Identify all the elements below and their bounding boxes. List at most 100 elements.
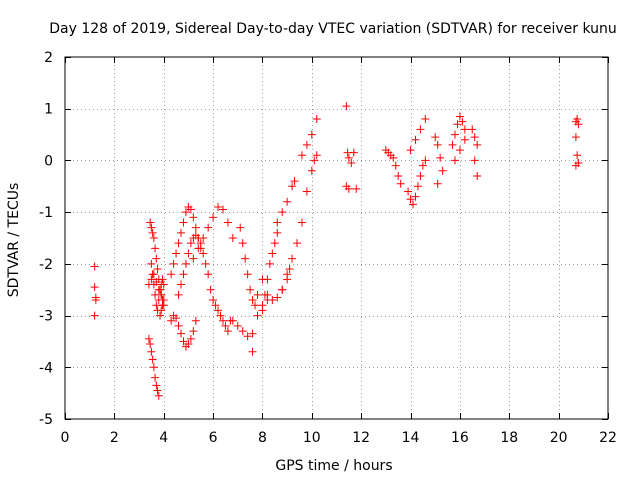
data-point [290,177,299,186]
data-point [394,171,403,180]
data-point [148,228,157,237]
data-point [179,337,188,346]
data-point [418,161,427,170]
data-point [184,249,193,258]
data-point [152,381,161,390]
data-point [258,275,267,284]
data-point [460,135,469,144]
data-point [149,234,158,242]
data-point [221,321,230,330]
data-point [157,280,166,289]
x-tick-label: 2 [110,430,119,446]
data-point [159,301,168,310]
data-point [151,290,160,299]
data-point [191,316,200,325]
data-point [470,133,479,142]
data-point [209,296,218,305]
y-tick-label: 1 [44,102,53,118]
data-point [248,347,257,356]
data-point [450,156,459,165]
data-point [194,244,203,253]
data-point [396,179,405,188]
data-point [450,130,459,139]
data-point [307,130,316,139]
data-point [156,285,165,294]
data-point [283,197,292,206]
data-point [389,153,398,162]
x-tick-label: 20 [550,430,568,446]
data-point [448,140,457,149]
data-point [228,316,237,325]
data-point [265,259,274,268]
data-point [218,205,227,214]
data-point [268,249,277,258]
data-point [297,218,306,227]
data-point [302,140,311,149]
data-point [433,179,442,188]
data-point [179,270,188,279]
data-point [344,184,353,193]
data-point [152,301,161,310]
x-tick-label: 6 [209,430,218,446]
x-tick-label: 10 [303,430,321,446]
data-point [253,311,262,320]
data-point [312,115,321,124]
data-point [278,285,287,294]
data-point [573,115,582,124]
data-point [270,239,279,248]
data-point [189,254,198,263]
x-tick-label: 12 [352,430,370,446]
data-point [288,182,297,191]
data-point [186,334,195,343]
data-point [177,280,186,289]
data-point [147,347,156,356]
data-point [167,316,176,325]
data-point [278,208,287,217]
data-point [204,270,213,279]
data-point [149,280,158,289]
data-point [218,316,227,325]
data-point [189,213,198,222]
data-point [416,125,425,134]
data-point [458,117,467,126]
data-point [172,314,181,323]
data-point [436,153,445,162]
data-point [421,115,430,124]
data-point [148,355,157,364]
data-point [151,244,160,253]
data-point [196,239,205,248]
data-point [91,293,100,302]
data-point [147,259,156,268]
data-point [233,321,242,330]
x-tick-label: 8 [258,430,267,446]
data-point [302,187,311,196]
data-point [90,311,99,320]
data-point [191,223,200,232]
data-point [199,249,208,258]
data-point [473,171,482,180]
data-point [209,213,218,222]
data-point [241,254,250,263]
data-point [146,218,155,227]
data-point [153,265,162,274]
data-point [236,223,245,232]
data-point [154,391,163,400]
data-point [154,296,163,305]
x-tick-label: 0 [61,430,70,446]
data-point [352,184,361,193]
data-point [460,125,469,134]
data-point [174,239,183,248]
data-point [181,259,190,268]
data-point [189,327,198,336]
data-point [90,283,99,292]
data-point [179,218,188,227]
data-point [90,262,99,271]
data-point [574,120,583,129]
data-point [167,270,176,279]
data-point [416,171,425,180]
y-tick-label: -5 [39,412,53,428]
data-point [206,285,215,294]
data-point [153,386,162,395]
data-point [268,296,277,305]
